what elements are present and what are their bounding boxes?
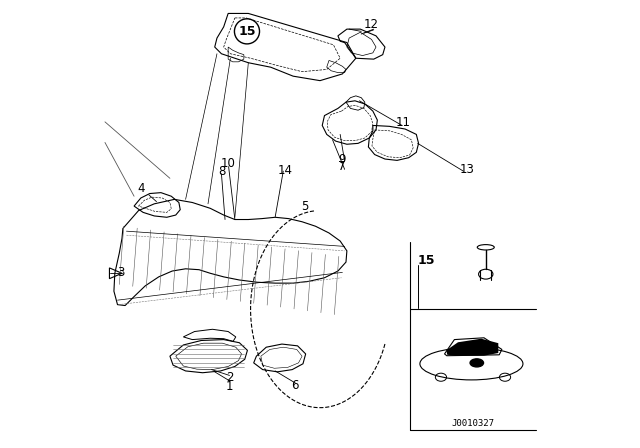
Text: 13: 13 xyxy=(460,163,474,176)
Ellipse shape xyxy=(470,359,484,367)
Text: 15: 15 xyxy=(238,25,256,38)
Text: J0010327: J0010327 xyxy=(451,419,494,428)
Text: 4: 4 xyxy=(137,181,145,195)
Text: 6: 6 xyxy=(292,379,299,392)
Text: 9: 9 xyxy=(338,152,345,166)
Text: 3: 3 xyxy=(117,266,124,279)
Polygon shape xyxy=(446,339,499,356)
Text: 1: 1 xyxy=(226,379,233,393)
Text: 10: 10 xyxy=(221,157,236,170)
Text: 5: 5 xyxy=(301,199,308,213)
Text: 7: 7 xyxy=(338,160,345,173)
Text: 14: 14 xyxy=(278,164,292,177)
Text: 15: 15 xyxy=(418,254,435,267)
Text: 8: 8 xyxy=(218,164,225,178)
Text: 12: 12 xyxy=(364,18,379,31)
Text: 11: 11 xyxy=(396,116,411,129)
Text: 2: 2 xyxy=(226,370,233,384)
